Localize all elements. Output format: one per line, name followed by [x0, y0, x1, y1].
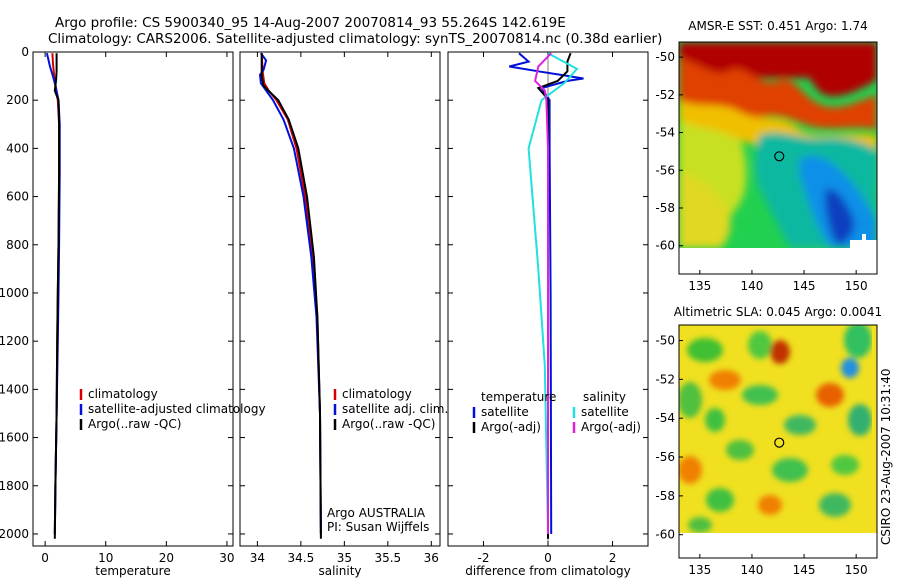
map-y-tick-label: -50 [655, 50, 675, 64]
x-tick-label: 10 [98, 551, 113, 565]
series-line-argo [53, 53, 61, 539]
map-y-tick-label: -54 [655, 126, 675, 140]
x-tick-label: 35 [337, 551, 352, 565]
sla-map [679, 325, 877, 533]
map-x-tick-label: 140 [740, 563, 763, 577]
panel-frame [32, 51, 234, 547]
argo-position-marker [774, 151, 785, 162]
x-tick-label: 2 [609, 551, 617, 565]
x-tick-label: 0 [544, 551, 552, 565]
y-tick-label: 600 [6, 190, 29, 204]
legend-label: satellite [481, 405, 529, 419]
x-tick-label: 36 [424, 551, 439, 565]
legend-label: climatology [342, 387, 412, 401]
y-tick-label: 1600 [0, 431, 29, 445]
series-line-sal_argo [534, 52, 552, 534]
map-y-tick-label: -56 [655, 163, 675, 177]
legend-label: Argo(..raw -QC) [342, 417, 435, 431]
title-line2: Climatology: CARS2006. Satellite-adjuste… [48, 31, 662, 47]
map-y-tick-label: -58 [655, 201, 675, 215]
sst-map-frame [678, 41, 878, 275]
map-y-tick-label: -60 [655, 239, 675, 253]
map-y-tick-label: -54 [655, 411, 675, 425]
map-x-tick-label: 140 [740, 279, 763, 293]
legend-title-temperature: temperature [481, 390, 556, 404]
title-line1: Argo profile: CS 5900340_95 14-Aug-2007 … [55, 15, 566, 31]
x-tick-label: 20 [159, 551, 174, 565]
sst-map-title: AMSR-E SST: 0.451 Argo: 1.74 [688, 19, 868, 33]
y-tick-label: 800 [6, 238, 29, 252]
y-tick-label: 400 [6, 141, 29, 155]
map-y-tick-label: -60 [655, 528, 675, 542]
profile-panel-2: 34 34.5 35 35.5 36 salinity climatologysatelli… [239, 51, 448, 578]
x-tick-label: 30 [219, 551, 234, 565]
x-tick-label: 0 [41, 551, 49, 565]
map-y-tick-label: -58 [655, 489, 675, 503]
annotation-text: PI: Susan Wijffels [327, 520, 429, 534]
map-y-tick-label: -56 [655, 450, 675, 464]
legend-label: Argo(..raw -QC) [88, 417, 181, 431]
map-x-tick-label: 135 [688, 563, 711, 577]
y-tick-label: 0 [21, 45, 29, 59]
y-tick-label: 1000 [0, 286, 29, 300]
stamp-text: CSIRO 23-Aug-2007 10:31:40 [879, 369, 893, 545]
sla-map-title: Altimetric SLA: 0.045 Argo: 0.0041 [674, 305, 882, 319]
y-tick-label: 200 [6, 93, 29, 107]
map-y-tick-label: -52 [655, 88, 675, 102]
sst-map [679, 42, 877, 248]
x-tick-label: 35.5 [374, 551, 401, 565]
x-tick-label: 34 [250, 551, 265, 565]
map-x-tick-label: 145 [793, 563, 816, 577]
legend-label: satellite-adjusted climatology [88, 402, 266, 416]
map-x-tick-label: 145 [793, 279, 816, 293]
map-x-tick-label: 150 [845, 563, 868, 577]
y-tick-label: 1800 [0, 479, 29, 493]
annotation-text: Argo AUSTRALIA [327, 506, 426, 520]
x-axis-label: temperature [95, 564, 170, 578]
legend-label: climatology [88, 387, 158, 401]
y-tick-label: 1400 [0, 382, 29, 396]
map-x-tick-label: 150 [845, 279, 868, 293]
x-axis-label: salinity [318, 564, 361, 578]
legend-label: satellite adj. clim. [342, 402, 448, 416]
x-tick-label: -2 [477, 551, 489, 565]
y-tick-label: 1200 [0, 334, 29, 348]
argo-position-marker [774, 437, 785, 448]
map-x-tick-label: 135 [688, 279, 711, 293]
series-line-argo [536, 52, 572, 539]
x-axis-label: difference from climatology [465, 564, 631, 578]
panel-frame [239, 51, 441, 547]
y-tick-label: 2000 [0, 527, 29, 541]
legend-label: satellite [581, 405, 629, 419]
profile-panel-1: 0 10 20 30 temperature 0 200 400 600 800 1000 1200 1… [0, 45, 266, 578]
map-y-tick-label: -52 [655, 372, 675, 386]
x-tick-label: 34.5 [288, 551, 315, 565]
legend-label: Argo(-adj) [581, 420, 641, 434]
series-line-satellite [258, 52, 322, 535]
legend-title-salinity: salinity [583, 390, 626, 404]
legend-label: Argo(-adj) [481, 420, 541, 434]
series-line-sal_satellite [527, 52, 579, 535]
map-y-tick-label: -50 [655, 334, 675, 348]
sla-map-frame [678, 324, 878, 559]
series-line-satellite [509, 52, 584, 535]
series-line-argo [260, 53, 322, 539]
